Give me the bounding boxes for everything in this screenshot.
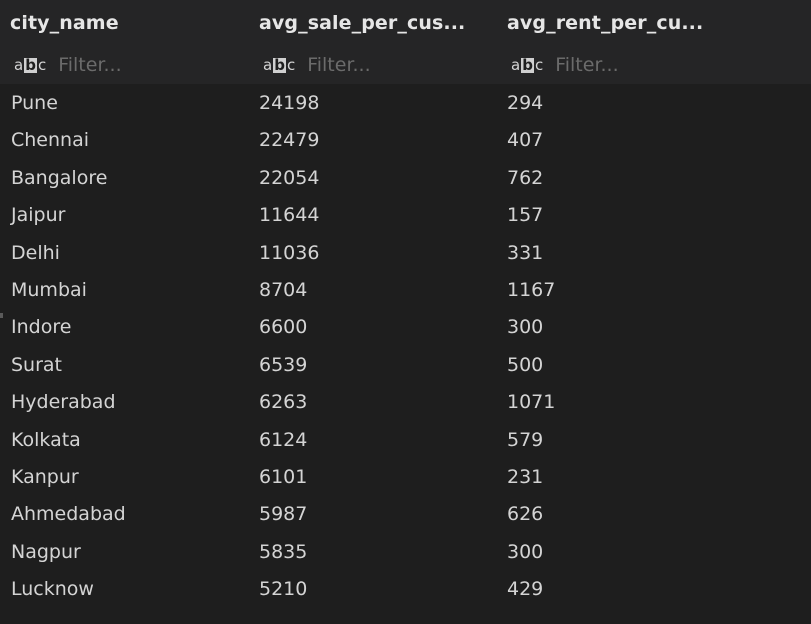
cell-avg-sale[interactable]: 24198 [259, 92, 320, 114]
cell-city-name[interactable]: Delhi [11, 241, 60, 264]
cell-city-name[interactable]: Indore [11, 316, 72, 339]
table-row[interactable]: Ahmedabad 5987 626 [0, 495, 811, 532]
cell-avg-rent[interactable]: 407 [507, 129, 544, 152]
cell-avg-rent[interactable]: 500 [507, 353, 544, 376]
cell-city-name[interactable]: Chennai [11, 129, 90, 152]
table-row[interactable]: Pune 24198 294 [0, 84, 811, 121]
cell-avg-sale[interactable]: 11036 [259, 241, 320, 264]
column-title[interactable]: avg_rent_per_cu... [507, 12, 704, 34]
table-row[interactable]: Kanpur 6101 231 [0, 458, 811, 495]
cell-avg-rent[interactable]: 579 [507, 428, 544, 451]
filter-input[interactable]: Filter... [307, 54, 371, 76]
cell-avg-sale[interactable]: 5835 [259, 540, 308, 563]
cell-city-name[interactable]: Pune [11, 92, 58, 114]
cell-avg-rent[interactable]: 1167 [507, 278, 556, 301]
cell-avg-sale[interactable]: 8704 [259, 278, 308, 301]
table-row[interactable]: Hyderabad 6263 1071 [0, 383, 811, 420]
cell-avg-rent[interactable]: 1071 [507, 391, 556, 414]
cell-city-name[interactable]: Kolkata [11, 428, 81, 451]
table-row[interactable]: Bangalore 22054 762 [0, 159, 811, 196]
cell-avg-sale[interactable]: 6124 [259, 428, 308, 451]
filter-input[interactable]: Filter... [58, 54, 122, 76]
grid-body: Pune 24198 294 Chennai 22479 407 Bangalo… [0, 84, 811, 607]
cell-avg-rent[interactable]: 762 [507, 166, 544, 189]
cell-avg-sale[interactable]: 22054 [259, 166, 320, 189]
cell-city-name[interactable]: Lucknow [11, 578, 94, 601]
cell-avg-rent[interactable]: 231 [507, 465, 544, 488]
cell-avg-rent[interactable]: 300 [507, 540, 544, 563]
filter-input[interactable]: Filter... [555, 54, 619, 76]
cell-city-name[interactable]: Jaipur [11, 204, 66, 227]
cell-city-name[interactable]: Kanpur [11, 465, 79, 488]
table-row[interactable]: Chennai 22479 407 [0, 121, 811, 158]
cell-avg-sale[interactable]: 5210 [259, 578, 308, 601]
table-row[interactable]: Surat 6539 500 [0, 346, 811, 383]
cell-avg-rent[interactable]: 429 [507, 578, 544, 601]
cell-avg-sale[interactable]: 22479 [259, 129, 320, 152]
column-title[interactable]: city_name [10, 12, 119, 34]
table-row[interactable]: Delhi 11036 331 [0, 234, 811, 271]
cell-avg-rent[interactable]: 300 [507, 316, 544, 339]
cell-avg-rent[interactable]: 626 [507, 503, 544, 526]
table-row[interactable]: Kolkata 6124 579 [0, 421, 811, 458]
cell-avg-rent[interactable]: 157 [507, 204, 544, 227]
cell-city-name[interactable]: Ahmedabad [11, 503, 126, 526]
cell-avg-sale[interactable]: 5987 [259, 503, 308, 526]
cell-avg-sale[interactable]: 6600 [259, 316, 308, 339]
cell-city-name[interactable]: Nagpur [11, 540, 81, 563]
cell-city-name[interactable]: Mumbai [11, 278, 87, 301]
cell-city-name[interactable]: Surat [11, 353, 63, 376]
column-title[interactable]: avg_sale_per_cus... [259, 12, 466, 34]
cell-avg-sale[interactable]: 6101 [259, 465, 308, 488]
table-row[interactable]: Lucknow 5210 429 [0, 570, 811, 607]
cell-city-name[interactable]: Bangalore [11, 166, 108, 189]
cell-avg-rent[interactable]: 294 [507, 92, 544, 114]
resize-handle[interactable] [0, 313, 3, 318]
cell-city-name[interactable]: Hyderabad [11, 391, 116, 414]
table-row[interactable]: Indore 6600 300 [0, 308, 811, 345]
cell-avg-sale[interactable]: 11644 [259, 204, 320, 227]
cell-avg-rent[interactable]: 331 [507, 241, 544, 264]
table-row[interactable]: Jaipur 11644 157 [0, 196, 811, 233]
cell-avg-sale[interactable]: 6539 [259, 353, 308, 376]
table-row[interactable]: Nagpur 5835 300 [0, 533, 811, 570]
table-row[interactable]: Mumbai 8704 1167 [0, 271, 811, 308]
cell-avg-sale[interactable]: 6263 [259, 391, 308, 414]
